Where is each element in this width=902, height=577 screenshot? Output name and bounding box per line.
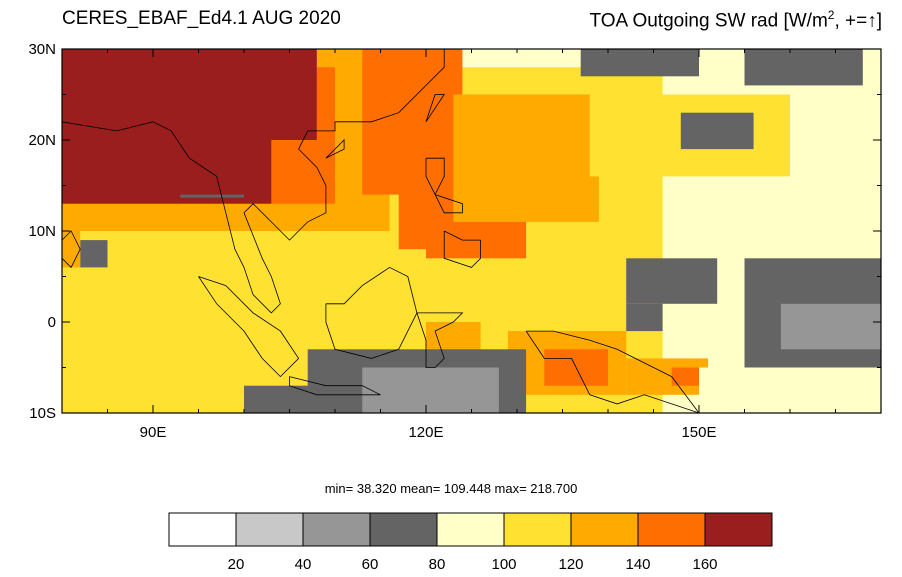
- lon-tick-label: 90E: [140, 424, 167, 441]
- coastline: [425, 157, 463, 214]
- map-plot: 30N 20N 10N 0 10S 90E 120E 150E: [28, 41, 882, 441]
- colorbar-swatch: [503, 512, 572, 547]
- lon-tick-label: 150E: [681, 424, 716, 441]
- coastline: [425, 94, 445, 123]
- colorbar-label: 60: [362, 556, 379, 573]
- coastline: [289, 376, 381, 396]
- title-right-suffix: , +=↑]: [834, 10, 882, 32]
- coastline: [325, 139, 345, 159]
- field-region: [62, 49, 272, 204]
- colorbar-swatch: [637, 512, 706, 547]
- lat-tick-label: 0: [48, 314, 56, 331]
- title-right: TOA Outgoing SW rad [W/m2, +=↑]: [590, 8, 883, 32]
- colorbar-label: 80: [429, 556, 446, 573]
- lat-tick-label: 30N: [28, 41, 56, 58]
- field-region: [453, 94, 599, 222]
- field-region: [362, 367, 499, 413]
- coastline: [416, 312, 464, 368]
- field-region: [80, 240, 108, 268]
- field-region: [335, 249, 426, 313]
- colorbar-swatch: [704, 512, 773, 547]
- colorbar-label: 100: [491, 556, 516, 573]
- colorbar-swatch: [235, 512, 304, 547]
- colorbar-label: 20: [228, 556, 245, 573]
- field-region: [780, 303, 881, 350]
- field-region: [699, 367, 781, 413]
- colorbar-label: 160: [692, 556, 717, 573]
- lat-tick-label: 10S: [29, 405, 56, 422]
- field-region: [62, 231, 81, 268]
- colorbar-swatch: [436, 512, 505, 547]
- title-right-text: TOA Outgoing SW rad [W/m: [589, 10, 828, 32]
- field-region: [580, 49, 699, 77]
- colorbar-swatch: [168, 512, 237, 547]
- colorbar-label: 140: [625, 556, 650, 573]
- lat-tick-label: 10N: [28, 223, 56, 240]
- lat-tick-label: 20N: [28, 132, 56, 149]
- field-region: [253, 49, 317, 140]
- field-region: [180, 194, 244, 198]
- field-region: [244, 385, 335, 413]
- field-region: [680, 112, 754, 150]
- title-left: CERES_EBAF_Ed4.1 AUG 2020: [62, 8, 341, 29]
- field-region: [626, 258, 718, 304]
- colorbar-label: 40: [295, 556, 312, 573]
- colorbar-swatch: [369, 512, 438, 547]
- colorbar-swatch: [570, 512, 639, 547]
- colorbar-swatch: [302, 512, 371, 547]
- field-region: [744, 49, 863, 86]
- stats-line: min= 38.320 mean= 109.448 max= 218.700: [324, 481, 578, 496]
- colorbar-label: 120: [558, 556, 583, 573]
- coastline: [525, 330, 701, 414]
- field-region: [671, 367, 699, 386]
- coastline: [198, 276, 300, 378]
- coastline: [61, 49, 445, 314]
- field-region: [626, 303, 663, 332]
- coastline: [443, 230, 481, 268]
- lon-tick-label: 120E: [408, 424, 443, 441]
- title-right-sup: 2: [827, 8, 835, 22]
